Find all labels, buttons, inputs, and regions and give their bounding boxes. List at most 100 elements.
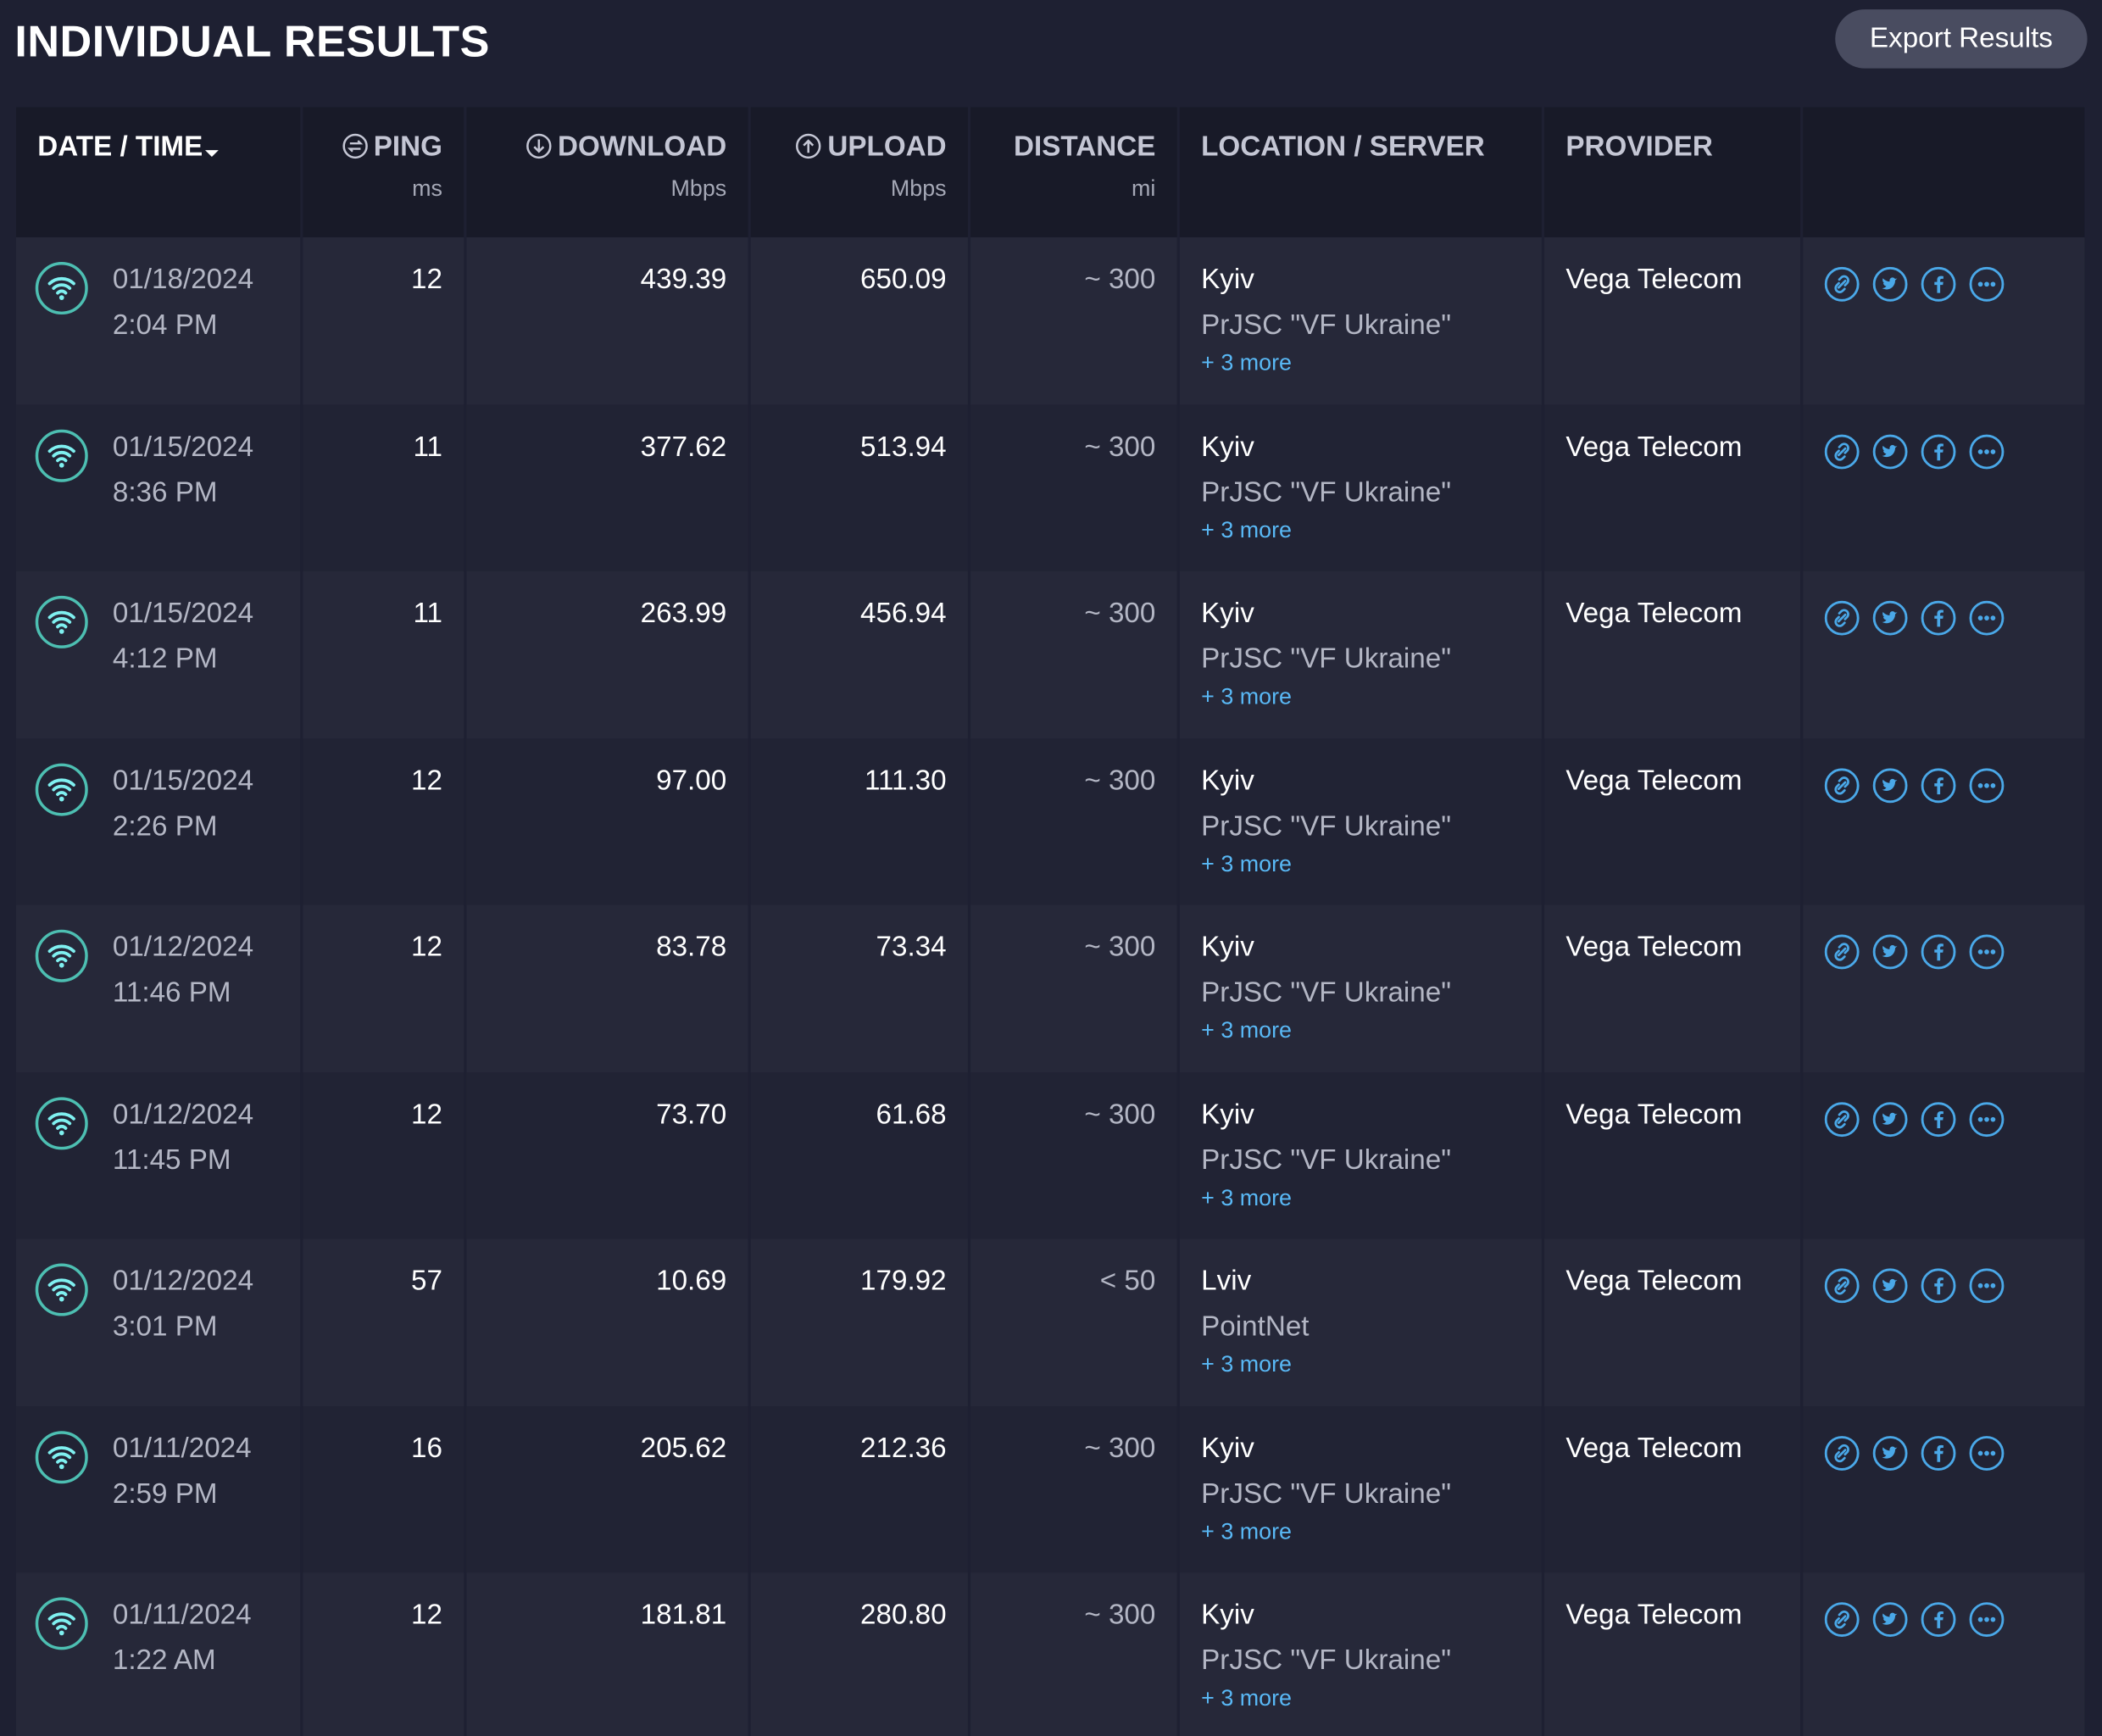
column-label: LOCATION / SERVER — [1201, 131, 1485, 163]
share-facebook[interactable] — [1921, 1435, 1960, 1472]
time: 4:12 PM — [112, 643, 218, 675]
share-link[interactable] — [1824, 1602, 1865, 1639]
ping: 12 — [303, 737, 464, 905]
share-twitter[interactable] — [1872, 1602, 1913, 1639]
more-options[interactable] — [1969, 1101, 2009, 1138]
share-twitter[interactable] — [1872, 433, 1913, 471]
share-twitter[interactable] — [1872, 1435, 1913, 1472]
connection-icon — [35, 1096, 88, 1149]
share-facebook[interactable] — [1921, 433, 1960, 471]
more-options[interactable] — [1969, 1602, 2009, 1639]
date-cell: 01/18/2024 2:04 PM — [15, 236, 301, 404]
provider: Vega Telecom — [1544, 1071, 1801, 1239]
share-facebook[interactable] — [1921, 266, 1960, 304]
provider: Vega Telecom — [1544, 1405, 1801, 1573]
share-facebook[interactable] — [1921, 767, 1960, 804]
provider: Vega Telecom — [1544, 570, 1801, 738]
time: 8:36 PM — [112, 476, 218, 508]
more-options[interactable] — [1969, 1435, 2009, 1472]
share-twitter[interactable] — [1872, 934, 1913, 971]
more-servers[interactable]: + 3 more — [1201, 683, 1292, 709]
date: 01/12/2024 — [112, 932, 254, 963]
share-twitter[interactable] — [1872, 600, 1913, 638]
column-label: DISTANCE — [1014, 131, 1156, 163]
ping: 12 — [303, 236, 464, 404]
share-facebook[interactable] — [1921, 1602, 1960, 1639]
more-servers[interactable]: + 3 more — [1201, 516, 1292, 542]
more-options[interactable] — [1969, 1268, 2009, 1305]
column-unit: Mbps — [670, 175, 727, 202]
column-icon — [342, 133, 368, 159]
ping: 11 — [303, 403, 464, 571]
more-options[interactable] — [1969, 433, 2009, 471]
upload: 73.34 — [750, 904, 968, 1072]
date: 01/15/2024 — [112, 598, 254, 629]
more-servers[interactable]: + 3 more — [1201, 1518, 1292, 1544]
distance: ~ 300 — [970, 1071, 1177, 1239]
column-icon — [796, 133, 821, 159]
share-twitter[interactable] — [1872, 767, 1913, 804]
time: 11:46 PM — [112, 977, 231, 1009]
location-cell: Kyiv PrJSC "VF Ukraine" + 3 more — [1179, 1071, 1542, 1239]
share-link[interactable] — [1824, 600, 1865, 638]
ping: 57 — [303, 1238, 464, 1406]
share-facebook[interactable] — [1921, 1268, 1960, 1305]
location: Kyiv — [1201, 1099, 1254, 1130]
more-servers[interactable]: + 3 more — [1201, 850, 1292, 876]
location: Kyiv — [1201, 932, 1254, 963]
more-servers[interactable]: + 3 more — [1201, 1017, 1292, 1043]
provider: Vega Telecom — [1544, 737, 1801, 905]
more-servers[interactable]: + 3 more — [1201, 1351, 1292, 1377]
share-link[interactable] — [1824, 266, 1865, 304]
share-twitter[interactable] — [1872, 1101, 1913, 1138]
connection-icon — [35, 428, 88, 481]
share-link[interactable] — [1824, 1101, 1865, 1138]
connection-icon — [35, 929, 88, 982]
download: 205.62 — [466, 1405, 748, 1573]
share-link[interactable] — [1824, 1268, 1865, 1305]
share-facebook[interactable] — [1921, 600, 1960, 638]
more-servers[interactable]: + 3 more — [1201, 349, 1292, 376]
distance: ~ 300 — [970, 570, 1177, 738]
more-options[interactable] — [1969, 266, 2009, 304]
server: PointNet — [1201, 1310, 1310, 1343]
column-header[interactable]: DATE / TIME — [15, 107, 301, 237]
more-options[interactable] — [1969, 600, 2009, 638]
column-header: PING ms — [303, 107, 464, 237]
share-facebook[interactable] — [1921, 934, 1960, 971]
connection-icon — [35, 1597, 88, 1650]
share-twitter[interactable] — [1872, 1268, 1913, 1305]
share-facebook[interactable] — [1921, 1101, 1960, 1138]
column-header: PROVIDER — [1544, 107, 1801, 237]
provider: Vega Telecom — [1544, 1572, 1801, 1736]
sort-caret[interactable] — [203, 146, 221, 159]
more-options[interactable] — [1969, 767, 2009, 804]
actions — [1803, 1238, 2085, 1406]
share-link[interactable] — [1824, 934, 1865, 971]
distance: ~ 300 — [970, 1572, 1177, 1736]
more-options[interactable] — [1969, 934, 2009, 971]
server: PrJSC "VF Ukraine" — [1201, 476, 1452, 508]
actions — [1803, 904, 2085, 1072]
upload: 456.94 — [750, 570, 968, 738]
share-link[interactable] — [1824, 767, 1865, 804]
upload: 212.36 — [750, 1405, 968, 1573]
location-cell: Kyiv PrJSC "VF Ukraine" + 3 more — [1179, 904, 1542, 1072]
distance: ~ 300 — [970, 403, 1177, 571]
column-unit: ms — [412, 175, 442, 202]
column-label: PROVIDER — [1565, 131, 1713, 163]
time: 1:22 AM — [112, 1644, 216, 1677]
more-servers[interactable]: + 3 more — [1201, 1184, 1292, 1210]
share-link[interactable] — [1824, 1435, 1865, 1472]
date: 01/15/2024 — [112, 431, 254, 462]
share-link[interactable] — [1824, 433, 1865, 471]
share-twitter[interactable] — [1872, 266, 1913, 304]
date-cell: 01/15/2024 8:36 PM — [15, 403, 301, 571]
time: 11:45 PM — [112, 1143, 231, 1176]
date: 01/18/2024 — [112, 264, 254, 295]
provider: Vega Telecom — [1544, 904, 1801, 1072]
export-button[interactable]: Export Results — [1835, 9, 2088, 69]
more-servers[interactable]: + 3 more — [1201, 1685, 1292, 1711]
